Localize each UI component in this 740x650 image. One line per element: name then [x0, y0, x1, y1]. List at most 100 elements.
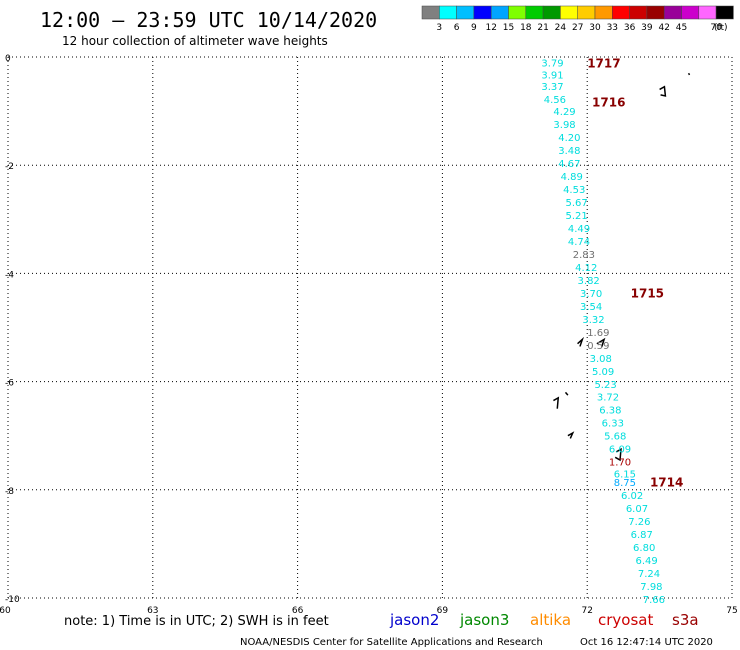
legend-label: 27: [572, 23, 583, 33]
plot-grid: [7, 56, 733, 599]
y-tick-label: -4: [5, 270, 14, 280]
wave-height-value: 4.74: [568, 237, 590, 248]
wave-height-value: 4.12: [575, 263, 597, 274]
wave-height-value: 6.07: [626, 504, 648, 515]
x-tick-label: 60: [0, 606, 11, 616]
wave-height-value: 6.87: [631, 530, 653, 541]
x-tick-label: 69: [437, 606, 449, 616]
island-outline: [687, 72, 691, 76]
footer-timestamp: Oct 16 12:47:14 UTC 2020: [580, 637, 713, 648]
wave-height-value: 3.82: [578, 276, 600, 287]
wave-height-value: 6.80: [633, 543, 655, 554]
legend-swatch: [715, 5, 734, 20]
legend-label: 18: [520, 23, 532, 33]
wave-height-value: 4.29: [553, 107, 575, 118]
wave-height-value: 2.83: [573, 250, 595, 261]
legend-swatch: [439, 5, 457, 20]
wave-height-value: 6.15: [614, 470, 636, 481]
wave-height-value: 4.56: [544, 95, 566, 106]
legend-swatch: [560, 5, 578, 20]
legend-swatch: [646, 5, 665, 20]
satellite-jason3: jason3: [459, 611, 509, 629]
x-tick-label: 66: [292, 606, 304, 616]
x-tick-label: 72: [581, 606, 592, 616]
chart-title: 12:00 – 23:59 UTC 10/14/2020: [40, 8, 377, 32]
footer-credit: NOAA/NESDIS Center for Satellite Applica…: [240, 637, 543, 648]
legend-label: 30: [589, 23, 601, 33]
y-tick-label: -2: [5, 162, 14, 172]
wave-height-value: 3.72: [597, 393, 619, 404]
time-labels: 1717 1716 1715 1714: [587, 56, 683, 489]
island-outline: [564, 391, 569, 396]
wave-height-value: 0.59: [587, 341, 609, 352]
wave-height-value: 3.08: [590, 354, 612, 365]
legend-label: 6: [454, 23, 460, 33]
wave-height-value: 3.37: [541, 82, 563, 93]
legend-label: 33: [607, 23, 618, 33]
satellite-jason2: jason2: [389, 611, 439, 629]
wave-height-value: 3.70: [580, 289, 602, 300]
legend-label: 45: [676, 23, 687, 33]
legend-swatch: [612, 5, 630, 20]
legend-swatch: [525, 5, 544, 20]
y-tick-label: -8: [5, 487, 14, 497]
wave-height-value: 5.09: [592, 367, 614, 378]
legend-swatch: [629, 5, 648, 20]
y-tick-label: -6: [5, 379, 14, 389]
wave-height-value: 4.20: [558, 133, 580, 144]
island-outlines: [553, 72, 691, 462]
wave-height-value: 5.21: [565, 211, 587, 222]
pass-time-label: 1716: [592, 95, 625, 109]
wave-height-value: 3.91: [541, 70, 563, 81]
legend-swatch: [421, 5, 440, 20]
island-outline: [567, 431, 575, 439]
island-outline: [596, 337, 606, 348]
wave-height-value: 5.67: [565, 198, 587, 209]
legend-label: 42: [658, 23, 669, 33]
legend-label: 36: [624, 23, 636, 33]
wave-height-value: 3.48: [558, 146, 580, 157]
pass-time-label: 1714: [650, 476, 683, 490]
wave-height-value: 7.24: [638, 569, 660, 580]
wave-height-value: 4.53: [563, 185, 585, 196]
x-tick-label: 63: [147, 606, 158, 616]
wave-height-value: 7.66: [643, 595, 665, 606]
satellite-altika: altika: [530, 611, 571, 629]
wave-height-value: 1.70: [609, 458, 631, 469]
legend-label: 12: [485, 23, 496, 33]
y-tick-label: 0: [5, 54, 11, 64]
wave-height-value: 6.38: [599, 406, 621, 417]
color-legend: 3 6 9 12 15 18 21 24 27 30 33 36 39 42 45 70: [421, 5, 734, 33]
legend-swatch: [490, 5, 509, 20]
wave-height-value: 6.02: [621, 491, 643, 502]
legend-swatch: [456, 5, 475, 20]
satellite-s3a: s3a: [672, 611, 699, 629]
wave-height-value: 4.67: [558, 159, 580, 170]
wave-height-value: 3.32: [582, 315, 604, 326]
wave-height-value: 8.75: [614, 478, 636, 489]
legend-label: 15: [503, 23, 514, 33]
wave-height-value: 6.33: [602, 419, 624, 430]
legend-swatch: [577, 5, 596, 20]
legend-swatch: [508, 5, 527, 20]
satellite-legend: jason2 jason3 altika cryosat s3a: [389, 611, 699, 629]
wave-height-value: 4.89: [561, 172, 583, 183]
legend-swatch: [681, 5, 700, 20]
island-outline: [614, 447, 622, 462]
legend-swatch: [663, 5, 682, 20]
legend-unit: (ft): [714, 23, 728, 33]
legend-label: 3: [436, 23, 442, 33]
island-outline: [553, 396, 560, 409]
footer-note: note: 1) Time is in UTC; 2) SWH is in fe…: [64, 614, 329, 629]
wave-height-value: 6.49: [635, 556, 657, 567]
wave-height-value: 1.69: [587, 328, 609, 339]
legend-label: 39: [641, 23, 653, 33]
wave-height-value: 3.54: [580, 302, 602, 313]
legend-label: 21: [537, 23, 548, 33]
pass-time-label: 1715: [631, 286, 664, 300]
legend-swatch: [594, 5, 613, 20]
wave-height-value: 3.79: [541, 58, 563, 69]
legend-swatch: [698, 5, 717, 20]
